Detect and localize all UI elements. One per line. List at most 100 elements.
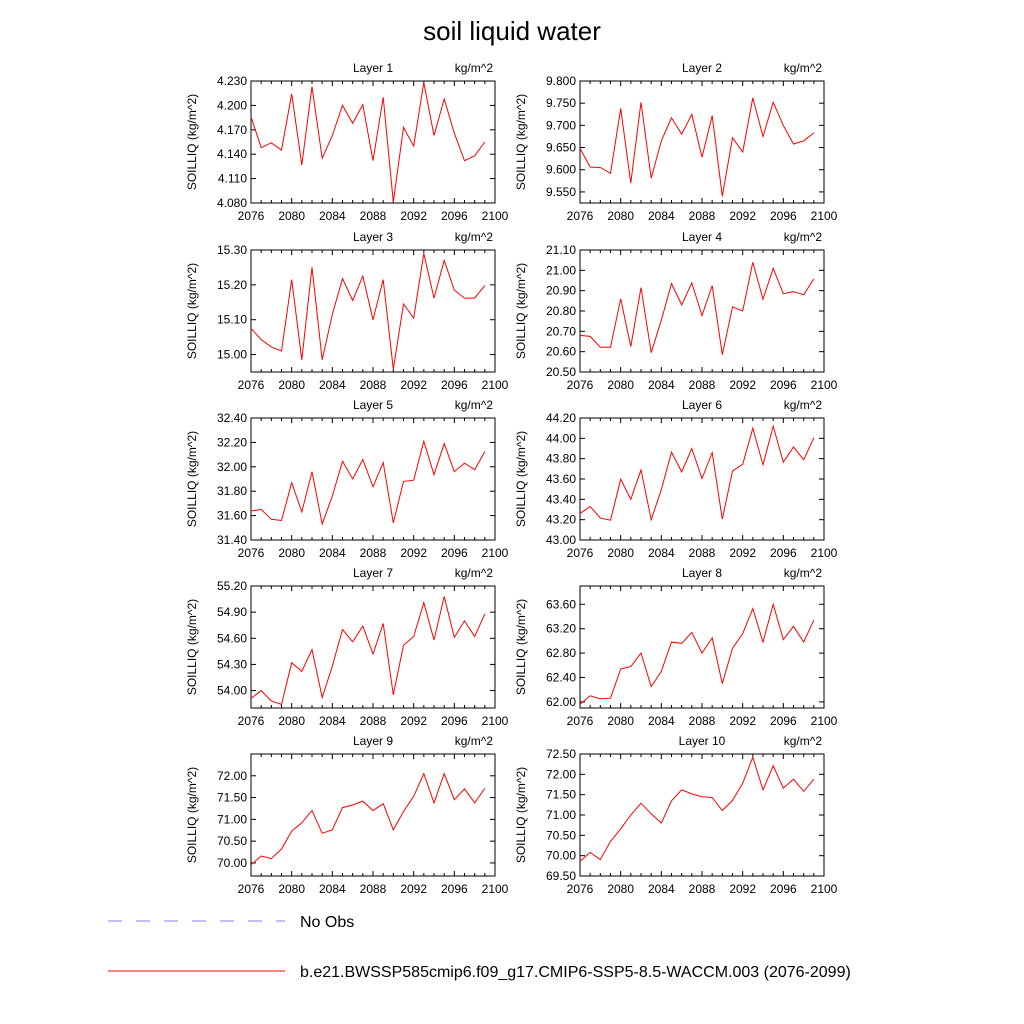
panel-3: 2076 2080 2084 2088 2092 2096 2100 15.00 15.10 15… bbox=[185, 230, 509, 392]
panel-7-title: Layer 7 bbox=[353, 566, 393, 580]
panel-10-ytick-label: 71.00 bbox=[546, 808, 576, 822]
panel-5-ytick-label: 32.00 bbox=[217, 460, 247, 474]
panel-8-ytick-label: 62.80 bbox=[546, 646, 576, 660]
figure-title: soil liquid water bbox=[423, 16, 601, 46]
panel-7-xtick-label: 2088 bbox=[360, 714, 387, 728]
panel-1-units: kg/m^2 bbox=[455, 61, 494, 75]
panel-4-ytick-label: 20.60 bbox=[546, 345, 576, 359]
panel-10-xtick-label: 2084 bbox=[648, 882, 675, 896]
panel-8-series-line bbox=[579, 602, 815, 705]
panel-9-ytick-label: 71.50 bbox=[217, 791, 247, 805]
panel-10-ytick-label: 69.50 bbox=[546, 869, 576, 883]
panel-5-xtick-label: 2100 bbox=[482, 546, 509, 560]
panel-4-xtick-label: 2092 bbox=[729, 378, 756, 392]
panel-4-units: kg/m^2 bbox=[784, 230, 823, 244]
panel-5-xtick-label: 2080 bbox=[278, 546, 305, 560]
panel-4-xtick-label: 2100 bbox=[811, 378, 838, 392]
panel-5-frame bbox=[250, 417, 496, 541]
panel-7-ytick-label: 54.00 bbox=[217, 684, 247, 698]
panel-4-ytick-label: 20.90 bbox=[546, 284, 576, 298]
panel-4-xtick-label: 2088 bbox=[689, 378, 716, 392]
panel-1-xtick-label: 2084 bbox=[319, 209, 346, 223]
panel-2-ytick-label: 9.600 bbox=[546, 163, 576, 177]
panel-8-ytick-label: 63.20 bbox=[546, 622, 576, 636]
panel-4-ytick-label: 20.50 bbox=[546, 365, 576, 379]
panel-2-ylabel: SOILLIQ (kg/m^2) bbox=[514, 94, 528, 190]
panel-1-frame bbox=[250, 80, 496, 204]
panel-8-ytick-label: 63.60 bbox=[546, 597, 576, 611]
panel-6-xtick-label: 2096 bbox=[770, 546, 797, 560]
panel-2-xtick-label: 2088 bbox=[689, 209, 716, 223]
panel-5-xtick-label: 2076 bbox=[238, 546, 265, 560]
panel-6-xtick-label: 2088 bbox=[689, 546, 716, 560]
panel-3-ytick-label: 15.30 bbox=[217, 243, 247, 257]
panel-3-xtick-label: 2080 bbox=[278, 378, 305, 392]
panel-10-ytick-label: 71.50 bbox=[546, 788, 576, 802]
panel-2: 2076 2080 2084 2088 2092 2096 2100 9.550 9.600 9.… bbox=[514, 61, 838, 223]
panel-7-xtick-label: 2080 bbox=[278, 714, 305, 728]
panel-6-ytick-label: 44.00 bbox=[546, 431, 576, 445]
panel-9-xtick-label: 2088 bbox=[360, 882, 387, 896]
panel-5-ytick-label: 31.40 bbox=[217, 533, 247, 547]
panel-6-ylabel: SOILLIQ (kg/m^2) bbox=[514, 431, 528, 527]
panel-10-frame bbox=[579, 753, 825, 877]
panel-3-ylabel: SOILLIQ (kg/m^2) bbox=[185, 263, 199, 359]
panel-6-xtick-label: 2080 bbox=[607, 546, 634, 560]
panel-8: 2076 2080 2084 2088 2092 2096 2100 62.00 62.40 62… bbox=[514, 566, 838, 728]
panel-4-xtick-label: 2080 bbox=[607, 378, 634, 392]
panel-3-ytick-label: 15.10 bbox=[217, 313, 247, 327]
panel-5-series-line bbox=[250, 439, 486, 526]
panel-10-title: Layer 10 bbox=[679, 734, 726, 748]
panel-4-ytick-label: 20.70 bbox=[546, 324, 576, 338]
panel-7-xtick-label: 2096 bbox=[441, 714, 468, 728]
panel-4-ytick-label: 21.00 bbox=[546, 263, 576, 277]
panel-7-units: kg/m^2 bbox=[455, 566, 494, 580]
panel-9-ytick-label: 70.50 bbox=[217, 834, 247, 848]
panel-1-ytick-label: 4.110 bbox=[218, 172, 247, 186]
panel-4-ytick-label: 21.10 bbox=[546, 243, 576, 257]
panel-5-xtick-label: 2092 bbox=[400, 546, 427, 560]
panel-6-title: Layer 6 bbox=[682, 398, 722, 412]
panel-6-ytick-label: 43.00 bbox=[546, 533, 576, 547]
panel-3-ytick-label: 15.00 bbox=[217, 348, 247, 362]
panel-1: 2076 2080 2084 2088 2092 2096 2100 4.080 4.110 4.… bbox=[185, 61, 509, 223]
panel-8-xtick-label: 2092 bbox=[729, 714, 756, 728]
panel-2-title: Layer 2 bbox=[682, 61, 722, 75]
panel-7-ytick-label: 54.30 bbox=[217, 657, 247, 671]
panel-5-ytick-label: 32.20 bbox=[217, 435, 247, 449]
panels: 2076 2080 2084 2088 2092 2096 2100 4.080 4.110 4.… bbox=[185, 61, 838, 896]
panel-7-xtick-label: 2084 bbox=[319, 714, 346, 728]
panel-3-xtick-label: 2092 bbox=[400, 378, 427, 392]
panel-6-series-line bbox=[579, 424, 815, 522]
panel-5-xtick-label: 2088 bbox=[360, 546, 387, 560]
panel-6: 2076 2080 2084 2088 2092 2096 2100 43.00 43.20 43… bbox=[514, 398, 838, 560]
panel-7-ytick-label: 55.20 bbox=[217, 579, 247, 593]
panel-9-xtick-label: 2076 bbox=[238, 882, 265, 896]
panel-9: 2076 2080 2084 2088 2092 2096 2100 70.00 70.50 71… bbox=[185, 734, 509, 896]
panel-7: 2076 2080 2084 2088 2092 2096 2100 54.00 54.30 54… bbox=[185, 566, 509, 728]
panel-9-units: kg/m^2 bbox=[455, 734, 494, 748]
panel-7-frame bbox=[250, 585, 496, 709]
panel-6-xtick-label: 2076 bbox=[567, 546, 594, 560]
panel-1-xtick-label: 2092 bbox=[400, 209, 427, 223]
panel-6-ytick-label: 43.20 bbox=[546, 513, 576, 527]
panel-7-xtick-label: 2100 bbox=[482, 714, 509, 728]
panel-9-frame bbox=[250, 753, 496, 877]
panel-10-xtick-label: 2096 bbox=[770, 882, 797, 896]
panel-6-xtick-label: 2092 bbox=[729, 546, 756, 560]
panel-5-units: kg/m^2 bbox=[455, 398, 494, 412]
panel-2-xtick-label: 2100 bbox=[811, 209, 838, 223]
panel-4: 2076 2080 2084 2088 2092 2096 2100 20.50 20.60 20… bbox=[514, 230, 838, 392]
panel-3-xtick-label: 2096 bbox=[441, 378, 468, 392]
panel-5-ylabel: SOILLIQ (kg/m^2) bbox=[185, 431, 199, 527]
panel-2-ytick-label: 9.700 bbox=[546, 118, 576, 132]
panel-1-ytick-label: 4.170 bbox=[217, 123, 247, 137]
panel-7-series-line bbox=[250, 596, 486, 706]
panel-1-xtick-label: 2088 bbox=[360, 209, 387, 223]
panel-10-xtick-label: 2100 bbox=[811, 882, 838, 896]
panel-9-title: Layer 9 bbox=[353, 734, 393, 748]
panel-1-xtick-label: 2080 bbox=[278, 209, 305, 223]
panel-6-ytick-label: 43.80 bbox=[546, 452, 576, 466]
panel-5: 2076 2080 2084 2088 2092 2096 2100 31.40 31.60 31… bbox=[185, 398, 509, 560]
panel-1-ytick-label: 4.200 bbox=[217, 98, 247, 112]
